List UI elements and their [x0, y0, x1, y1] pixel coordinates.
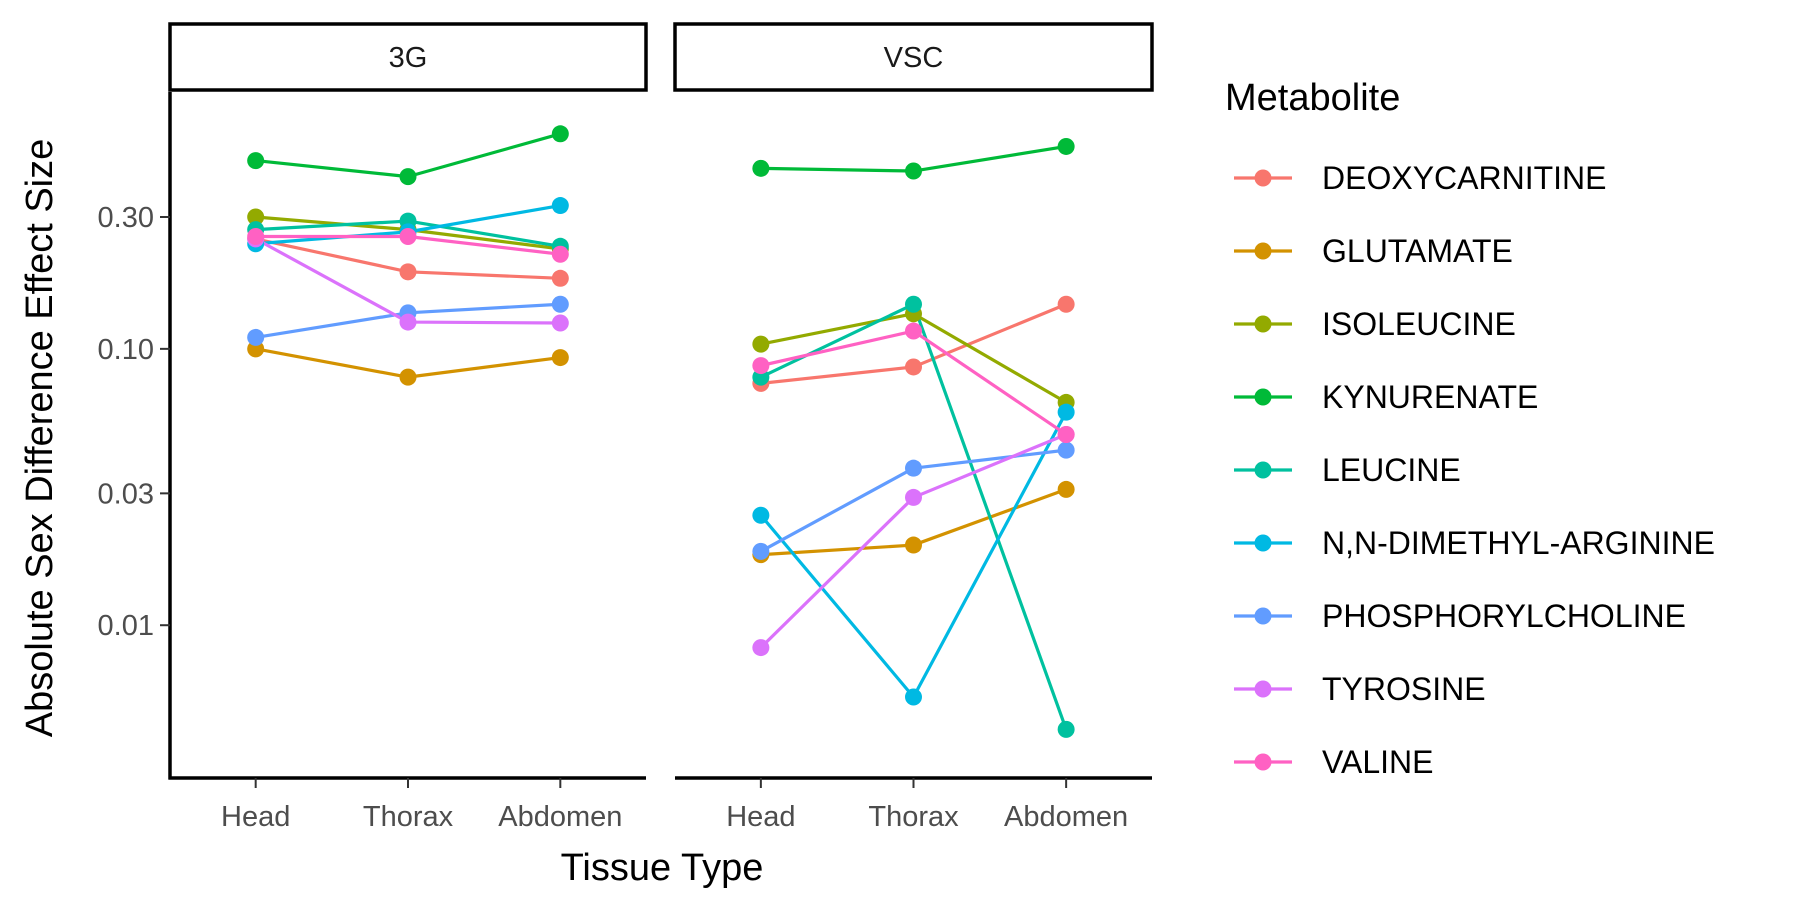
data-point	[905, 358, 922, 376]
legend: Metabolite DEOXYCARNITINE GLUTAMATE ISOLEU…	[1225, 77, 1715, 780]
data-point	[399, 313, 417, 331]
data-point	[752, 639, 770, 657]
legend-key-point	[1254, 607, 1272, 625]
data-point	[551, 269, 569, 287]
y-tick-label: 0.30	[98, 202, 154, 234]
legend-item: VALINE	[1234, 744, 1433, 780]
data-point	[247, 228, 265, 246]
legend-key-point	[1254, 753, 1272, 771]
legend-items: DEOXYCARNITINE GLUTAMATE ISOLEUCINE KYNUREN…	[1234, 160, 1715, 780]
data-point	[551, 314, 569, 332]
panel-vsc: VSC Head Thorax Abdomen	[673, 22, 1154, 833]
data-point	[905, 536, 922, 554]
legend-label: N,N-DIMETHYL-ARGININE	[1322, 525, 1715, 561]
legend-title: Metabolite	[1225, 77, 1400, 119]
data-point	[399, 263, 417, 281]
data-point	[1057, 295, 1075, 313]
data-point	[905, 295, 922, 313]
data-point	[551, 245, 569, 263]
legend-item: DEOXYCARNITINE	[1234, 160, 1606, 196]
data-point	[247, 208, 265, 226]
y-axis: 0.01 0.03 0.10 0.30	[98, 202, 170, 642]
data-point	[399, 368, 417, 386]
legend-label: PHOSPHORYLCHOLINE	[1322, 598, 1686, 634]
legend-key-point	[1254, 388, 1272, 406]
legend-item: LEUCINE	[1234, 452, 1461, 488]
legend-key-point	[1254, 315, 1272, 333]
data-point	[551, 125, 569, 143]
legend-label: VALINE	[1322, 744, 1433, 780]
data-point	[905, 488, 922, 506]
data-point	[752, 542, 770, 560]
data-point	[551, 349, 569, 367]
legend-key-point	[1254, 242, 1272, 260]
data-point	[752, 357, 770, 375]
x-tick-label: Thorax	[868, 801, 959, 833]
strip-box	[168, 22, 648, 92]
legend-item: GLUTAMATE	[1234, 233, 1513, 269]
data-point	[1057, 480, 1075, 498]
data-point	[1057, 425, 1075, 443]
legend-item: ISOLEUCINE	[1234, 306, 1516, 342]
data-point	[551, 197, 569, 215]
y-tick-label: 0.03	[98, 478, 154, 510]
legend-key-point	[1254, 680, 1272, 698]
data-point	[905, 162, 922, 180]
legend-label: TYROSINE	[1322, 671, 1486, 707]
strip-label: VSC	[884, 42, 944, 74]
legend-label: DEOXYCARNITINE	[1322, 160, 1606, 196]
data-point	[752, 335, 770, 353]
data-point	[752, 159, 770, 177]
x-axis-title: Tissue Type	[561, 847, 764, 889]
legend-key-point	[1254, 169, 1272, 187]
data-point	[399, 228, 417, 246]
data-point	[752, 506, 770, 524]
data-point	[1057, 137, 1075, 155]
data-point	[1057, 720, 1075, 738]
data-point	[905, 322, 922, 340]
series-line	[760, 329, 1068, 436]
legend-key-point	[1254, 534, 1272, 552]
data-point	[399, 168, 417, 186]
strip-box	[673, 22, 1154, 92]
x-tick-label: Abdomen	[498, 801, 622, 833]
data-point	[247, 152, 265, 170]
legend-label: GLUTAMATE	[1322, 233, 1513, 269]
data-point	[551, 295, 569, 313]
y-axis-title: Absolute Sex Difference Effect Size	[19, 139, 61, 737]
data-point	[1057, 403, 1075, 421]
panel-3g: 3G Head Thorax Abdomen	[168, 22, 648, 833]
legend-item: TYROSINE	[1234, 671, 1486, 707]
strip-label: 3G	[389, 42, 428, 74]
legend-item: PHOSPHORYLCHOLINE	[1234, 598, 1686, 634]
legend-item: N,N-DIMETHYL-ARGININE	[1234, 525, 1715, 561]
legend-label: ISOLEUCINE	[1322, 306, 1516, 342]
data-point	[905, 688, 922, 706]
y-tick-label: 0.10	[98, 334, 154, 366]
x-tick-label: Head	[221, 801, 290, 833]
x-tick-label: Abdomen	[1004, 801, 1128, 833]
data-point	[247, 328, 265, 346]
x-tick-label: Thorax	[363, 801, 454, 833]
legend-item: KYNURENATE	[1234, 379, 1538, 415]
x-tick-label: Head	[726, 801, 795, 833]
legend-label: LEUCINE	[1322, 452, 1461, 488]
legend-key-point	[1254, 461, 1272, 479]
data-point	[1057, 441, 1075, 459]
data-point	[905, 459, 922, 477]
legend-label: KYNURENATE	[1322, 379, 1538, 415]
y-tick-label: 0.01	[98, 610, 154, 642]
chart-panels: 3G Head Thorax Abdomen VSC Head Thorax Abdomen	[168, 22, 1154, 833]
